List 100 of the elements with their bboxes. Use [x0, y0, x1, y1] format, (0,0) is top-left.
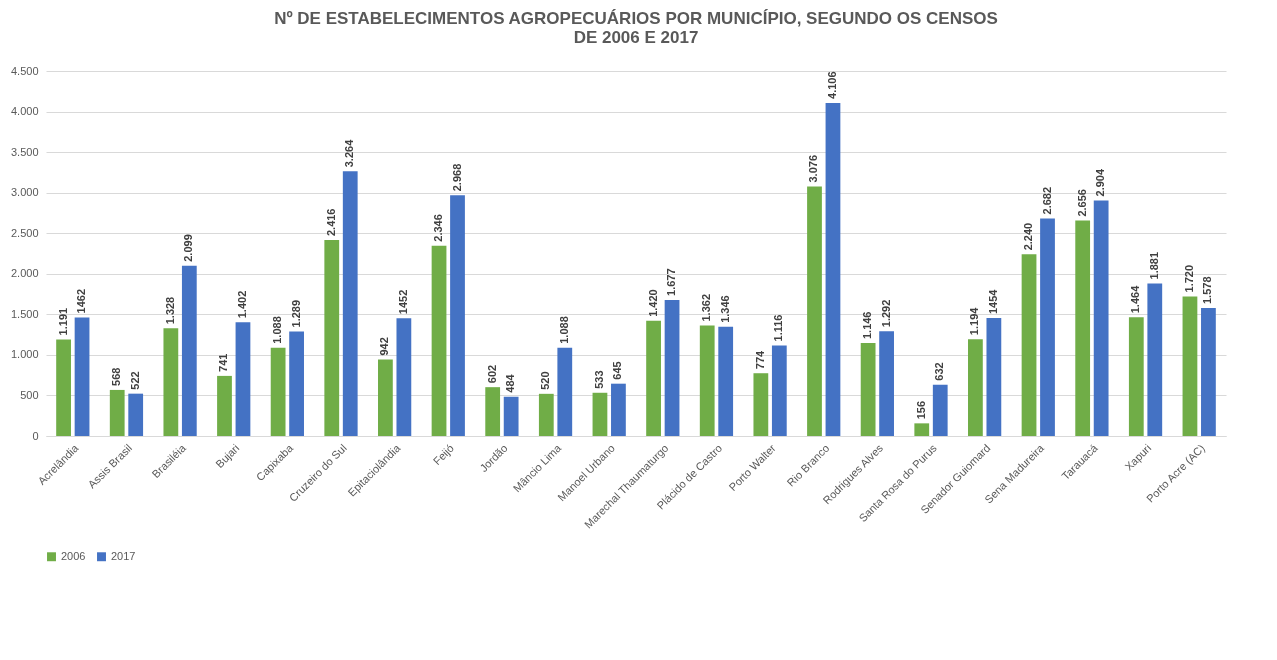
data-label: 1.402 [235, 290, 248, 319]
bar [932, 384, 948, 436]
bar [485, 387, 501, 436]
data-label: 3.076 [807, 154, 820, 183]
data-label: 533 [592, 370, 605, 389]
bar [181, 265, 197, 436]
bar [986, 318, 1002, 436]
bar [1040, 218, 1055, 436]
bar [1128, 317, 1144, 436]
bar [753, 373, 769, 436]
data-label: 2.240 [1022, 222, 1035, 251]
y-tick-label: 3.000 [10, 186, 39, 199]
legend-label: 2017 [111, 549, 136, 562]
y-tick-label: 1.500 [10, 307, 39, 320]
data-label: 645 [611, 361, 624, 380]
bar [538, 393, 554, 436]
bar [611, 383, 626, 436]
bar [450, 195, 465, 436]
bar [1075, 220, 1091, 436]
data-label: 1.194 [968, 306, 981, 336]
data-label: 2.656 [1075, 189, 1088, 217]
data-label: 1.720 [1182, 264, 1195, 293]
bar [699, 325, 715, 436]
data-label: 1.191 [56, 307, 69, 336]
data-label: 1.116 [772, 314, 785, 342]
bar [289, 331, 304, 436]
data-label: 156 [914, 400, 927, 420]
data-label: 942 [378, 337, 391, 356]
bar [431, 245, 447, 436]
data-label: 522 [128, 371, 141, 390]
data-label: 4.106 [825, 71, 838, 99]
bar [1182, 296, 1198, 436]
y-tick-label: 0 [32, 429, 39, 442]
bar [56, 339, 71, 436]
bar [718, 326, 734, 436]
data-label: 2.904 [1094, 168, 1107, 197]
data-label: 1.292 [879, 299, 892, 328]
data-label: 1.464 [1129, 284, 1142, 314]
data-label: 602 [485, 364, 498, 384]
data-label: 1.677 [665, 268, 678, 296]
bar [342, 171, 358, 436]
bar [1201, 308, 1216, 436]
y-tick-label: 2.000 [10, 267, 39, 280]
bar [807, 186, 822, 436]
bar [235, 322, 251, 436]
data-label: 1462 [75, 288, 88, 314]
data-label: 1454 [986, 288, 999, 315]
data-label: 2.346 [432, 214, 445, 242]
y-tick-label: 3.500 [10, 145, 39, 158]
data-label: 1.881 [1147, 251, 1160, 280]
bar [664, 299, 680, 436]
data-label: 1.578 [1201, 276, 1214, 305]
data-label: 774 [753, 349, 766, 370]
data-label: 1.420 [646, 289, 659, 317]
data-label: 1.088 [557, 316, 570, 344]
bar [1147, 283, 1163, 436]
bar [860, 343, 876, 436]
data-label: 2.968 [450, 163, 463, 192]
data-label: 741 [217, 353, 230, 372]
bar [968, 339, 983, 436]
bar [217, 375, 232, 436]
bar [825, 102, 841, 436]
bar [646, 320, 661, 436]
bar [557, 347, 573, 436]
bar [324, 240, 340, 436]
y-tick-label: 500 [20, 388, 39, 401]
data-label: 1.362 [700, 294, 713, 322]
data-label: 520 [539, 371, 552, 390]
bar [378, 359, 393, 436]
bar [1093, 200, 1109, 436]
data-label: 1.289 [289, 299, 302, 328]
data-label: 1.146 [861, 311, 874, 340]
bar [879, 331, 894, 436]
data-label: 1452 [396, 289, 409, 315]
data-label: 632 [933, 362, 946, 381]
bar [771, 345, 787, 436]
data-label: 1.346 [718, 295, 731, 323]
y-tick-label: 4.000 [10, 105, 39, 118]
data-label: 568 [110, 367, 123, 386]
bar [163, 328, 179, 436]
bar [128, 393, 144, 436]
y-tick-label: 1.000 [10, 348, 39, 361]
data-label: 2.682 [1040, 186, 1053, 215]
data-label: 2.416 [324, 208, 337, 237]
y-tick-label: 4.500 [10, 64, 39, 77]
bar [592, 392, 608, 436]
data-label: 1.328 [163, 296, 176, 325]
bar [109, 389, 125, 436]
data-label: 2.099 [182, 234, 195, 262]
bar [503, 396, 519, 436]
y-tick-label: 2.500 [10, 226, 39, 239]
bar [1021, 254, 1037, 436]
data-label: 1.088 [271, 316, 284, 344]
data-label: 484 [504, 373, 517, 393]
bar [914, 423, 930, 436]
legend-label: 2006 [61, 549, 86, 562]
bar [270, 347, 286, 436]
bar [396, 318, 412, 436]
chart-title: Nº DE ESTABELECIMENTOS AGROPECUÁRIOS POR MUNICÍPIO, SEGUNDO OS CENSOS DE 2006 E 2017 [274, 9, 998, 47]
data-label: 3.264 [343, 138, 356, 168]
